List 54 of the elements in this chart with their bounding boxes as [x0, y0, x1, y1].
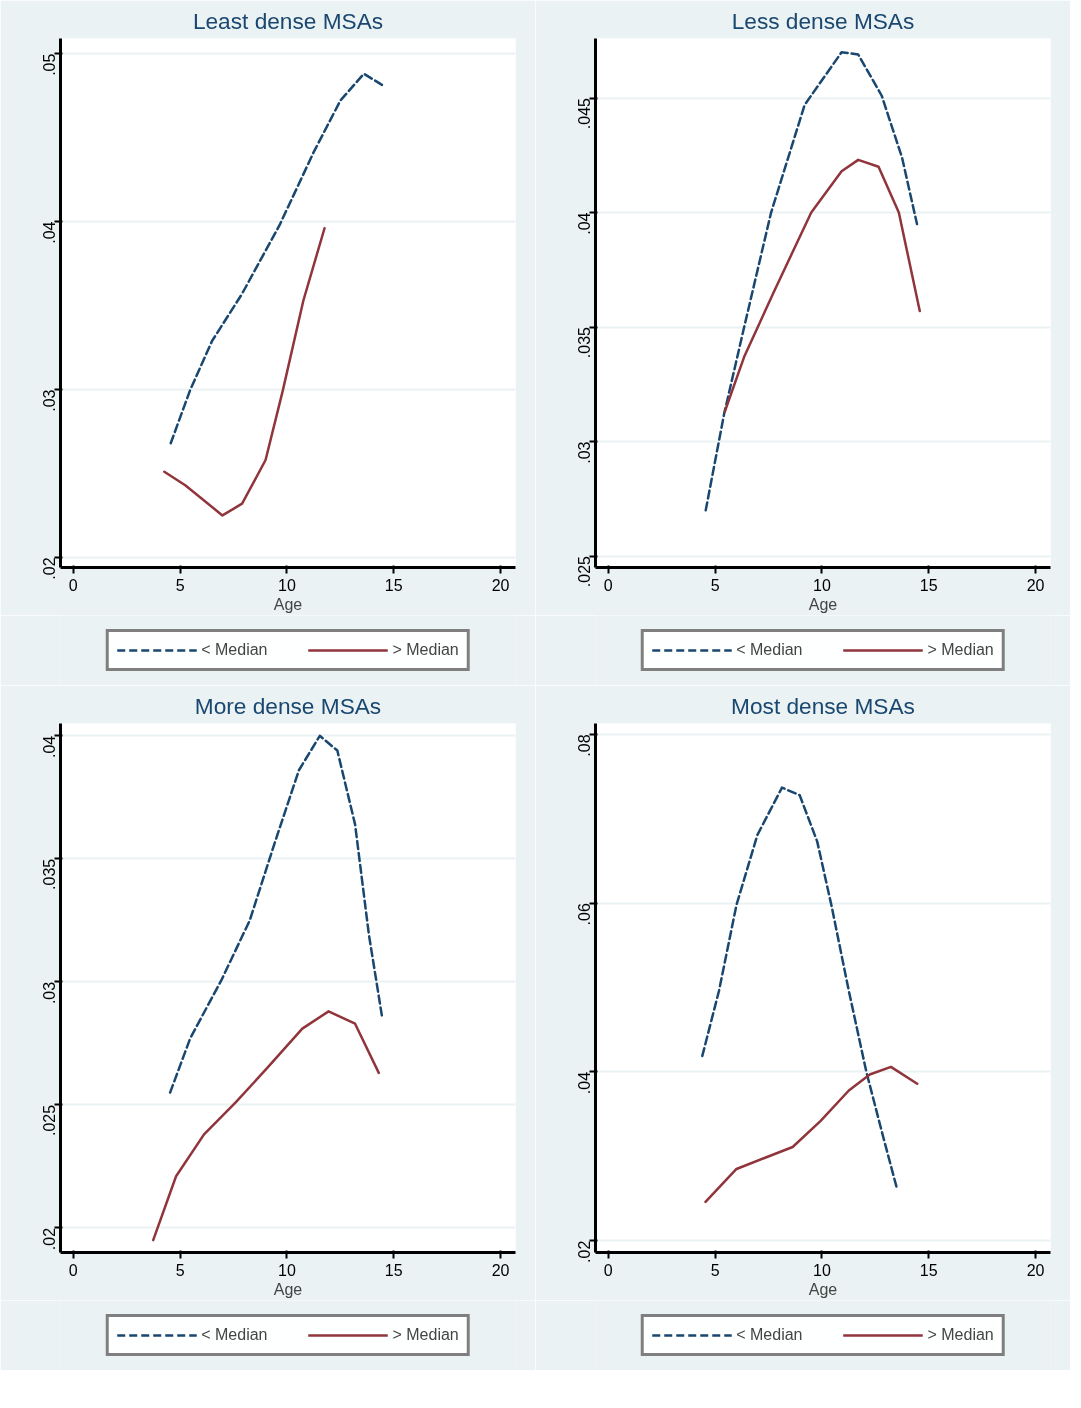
- y-tick-label: .04: [41, 221, 59, 244]
- x-tick-label: 0: [68, 576, 78, 594]
- y-tick-label: .045: [576, 97, 594, 130]
- x-tick-label: 20: [491, 1261, 510, 1279]
- x-tick-label: 15: [384, 576, 403, 594]
- y-tick-label: .03: [41, 981, 59, 1005]
- y-tick-label: .05: [41, 53, 59, 76]
- x-tick-label: 5: [175, 1261, 185, 1279]
- y-tick-label: .06: [576, 903, 594, 926]
- legend-label: < Median: [736, 641, 803, 659]
- legend-label: > Median: [392, 1326, 459, 1344]
- x-tick-label: 5: [710, 1261, 720, 1279]
- chart-title: Less dense MSAs: [731, 7, 915, 34]
- y-tick-label: .04: [576, 1071, 594, 1095]
- legend-label: > Median: [927, 641, 994, 659]
- x-tick-label: 20: [1026, 1261, 1045, 1279]
- x-tick-label: 0: [603, 1261, 613, 1279]
- x-tick-label: 10: [278, 1261, 296, 1279]
- x-tick-label: 0: [68, 1261, 78, 1279]
- y-tick-label: .02: [41, 1227, 59, 1251]
- x-tick-label: 5: [175, 576, 185, 594]
- x-axis-title: Age: [273, 1280, 303, 1298]
- x-axis-title: Age: [808, 1280, 838, 1298]
- x-tick-label: 0: [603, 576, 613, 594]
- x-tick-label: 15: [919, 1261, 938, 1279]
- legend-label: < Median: [201, 1326, 268, 1344]
- x-tick-label: 15: [919, 576, 938, 594]
- y-tick-label: .08: [576, 734, 594, 757]
- y-tick-label: .025: [41, 1104, 59, 1137]
- x-axis-title: Age: [273, 595, 303, 613]
- y-tick-label: .04: [41, 735, 59, 759]
- x-tick-label: 5: [710, 576, 720, 594]
- x-tick-label: 10: [813, 576, 831, 594]
- legend-label: > Median: [392, 641, 459, 659]
- legend-label: < Median: [201, 641, 268, 659]
- y-tick-label: .04: [576, 212, 594, 235]
- y-tick-label: .035: [576, 326, 594, 359]
- x-axis-title: Age: [808, 595, 838, 613]
- y-tick-label: .03: [576, 441, 594, 464]
- x-tick-label: 10: [813, 1261, 831, 1279]
- x-tick-label: 15: [384, 1261, 403, 1279]
- chart-title: Most dense MSAs: [731, 692, 915, 719]
- chart-title: More dense MSAs: [194, 692, 382, 719]
- y-tick-label: .025: [576, 555, 594, 588]
- y-tick-label: .035: [41, 858, 59, 890]
- legend-label: < Median: [736, 1326, 803, 1344]
- y-tick-label: .02: [41, 557, 59, 580]
- legend-label: > Median: [927, 1326, 994, 1344]
- x-tick-label: 10: [278, 576, 296, 594]
- chart-title: Least dense MSAs: [192, 7, 384, 34]
- x-tick-label: 20: [491, 576, 510, 594]
- y-tick-label: .02: [576, 1240, 594, 1263]
- x-tick-label: 20: [1026, 576, 1045, 594]
- y-tick-label: .03: [41, 389, 59, 412]
